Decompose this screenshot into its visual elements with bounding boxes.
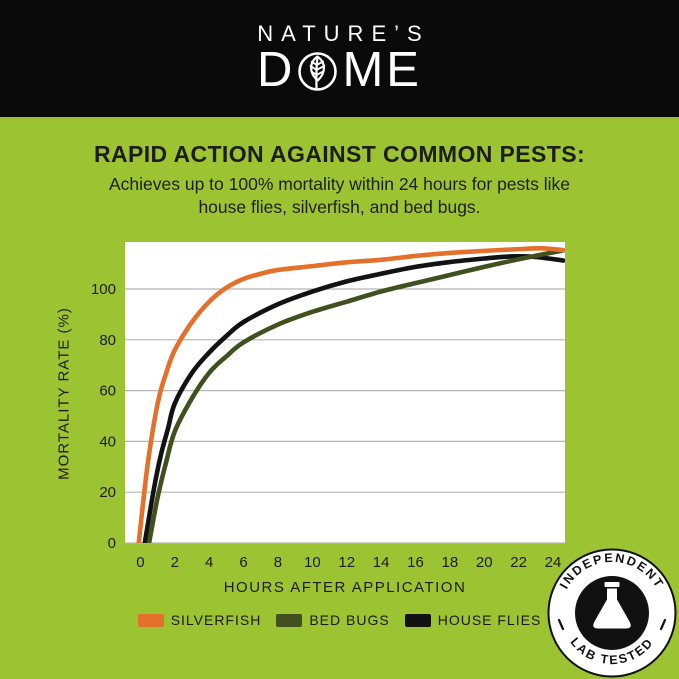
x-tick-label: 22 (510, 554, 527, 571)
series-line-silverfish (136, 246, 565, 543)
legend-label-silverfish: SILVERFISH (170, 612, 262, 628)
brand-name-top: NATURE’S (257, 21, 430, 46)
chart-legend: SILVERFISH BED BUGS HOUSE FLIES (0, 611, 679, 629)
x-tick-label: 16 (407, 554, 424, 571)
x-tick-label: 4 (205, 554, 213, 571)
headline-subtitle-line1: Achieves up to 100% mortality within 24 … (108, 174, 571, 194)
silverfish-swatch-icon (137, 613, 164, 627)
legend-label-bed-bugs: BED BUGS (309, 612, 390, 628)
flask-icon (593, 582, 631, 629)
bed-bugs-swatch-icon (276, 613, 303, 627)
headline-subtitle-line2: house flies, silverfish, and bed bugs. (198, 197, 481, 217)
x-tick-label: 6 (239, 554, 247, 571)
headline-title: RAPID ACTION AGAINST COMMON PESTS: (93, 141, 586, 167)
y-tick-label: 0 (108, 535, 116, 552)
brand-header: NATURE’S D ME (0, 0, 679, 117)
series-line-bed-bugs (146, 248, 565, 543)
y-axis-title: MORTALITY RATE (%) (55, 307, 73, 480)
badge-right-dash (659, 618, 667, 631)
x-tick-label: 12 (338, 554, 355, 571)
series-line-house-flies (142, 254, 565, 543)
brand-letter-d: D (257, 43, 296, 97)
y-tick-label: 20 (99, 484, 116, 501)
brand-letters-me: ME (342, 43, 422, 97)
badge-left-dash (557, 618, 565, 631)
x-tick-label: 2 (171, 554, 179, 571)
y-tick-label: 60 (99, 383, 116, 400)
leaf-in-circle-icon (298, 51, 338, 91)
lab-tested-badge: INDEPENDENT LAB TESTED (547, 548, 677, 678)
plot-area (125, 242, 565, 543)
legend-item-bed-bugs: BED BUGS (276, 612, 389, 628)
x-tick-label: 8 (274, 554, 282, 571)
headline-subtitle: Achieves up to 100% mortality within 24 … (0, 173, 679, 219)
brand-name-bottom: D ME (257, 43, 422, 97)
x-tick-label: 14 (373, 554, 390, 571)
x-tick-label: 18 (442, 554, 459, 571)
y-tick-label: 40 (99, 433, 116, 450)
x-axis-title: HOURS AFTER APPLICATION (223, 579, 467, 596)
x-tick-label: 20 (476, 554, 493, 571)
legend-item-silverfish: SILVERFISH (137, 612, 262, 628)
legend-item-house-flies: HOUSE FLIES (404, 612, 542, 628)
legend-label-house-flies: HOUSE FLIES (437, 612, 542, 628)
y-tick-label: 100 (91, 281, 116, 298)
x-tick-label: 10 (304, 554, 321, 571)
house-flies-swatch-icon (404, 613, 431, 627)
x-tick-label: 0 (136, 554, 144, 571)
y-tick-label: 80 (99, 332, 116, 349)
